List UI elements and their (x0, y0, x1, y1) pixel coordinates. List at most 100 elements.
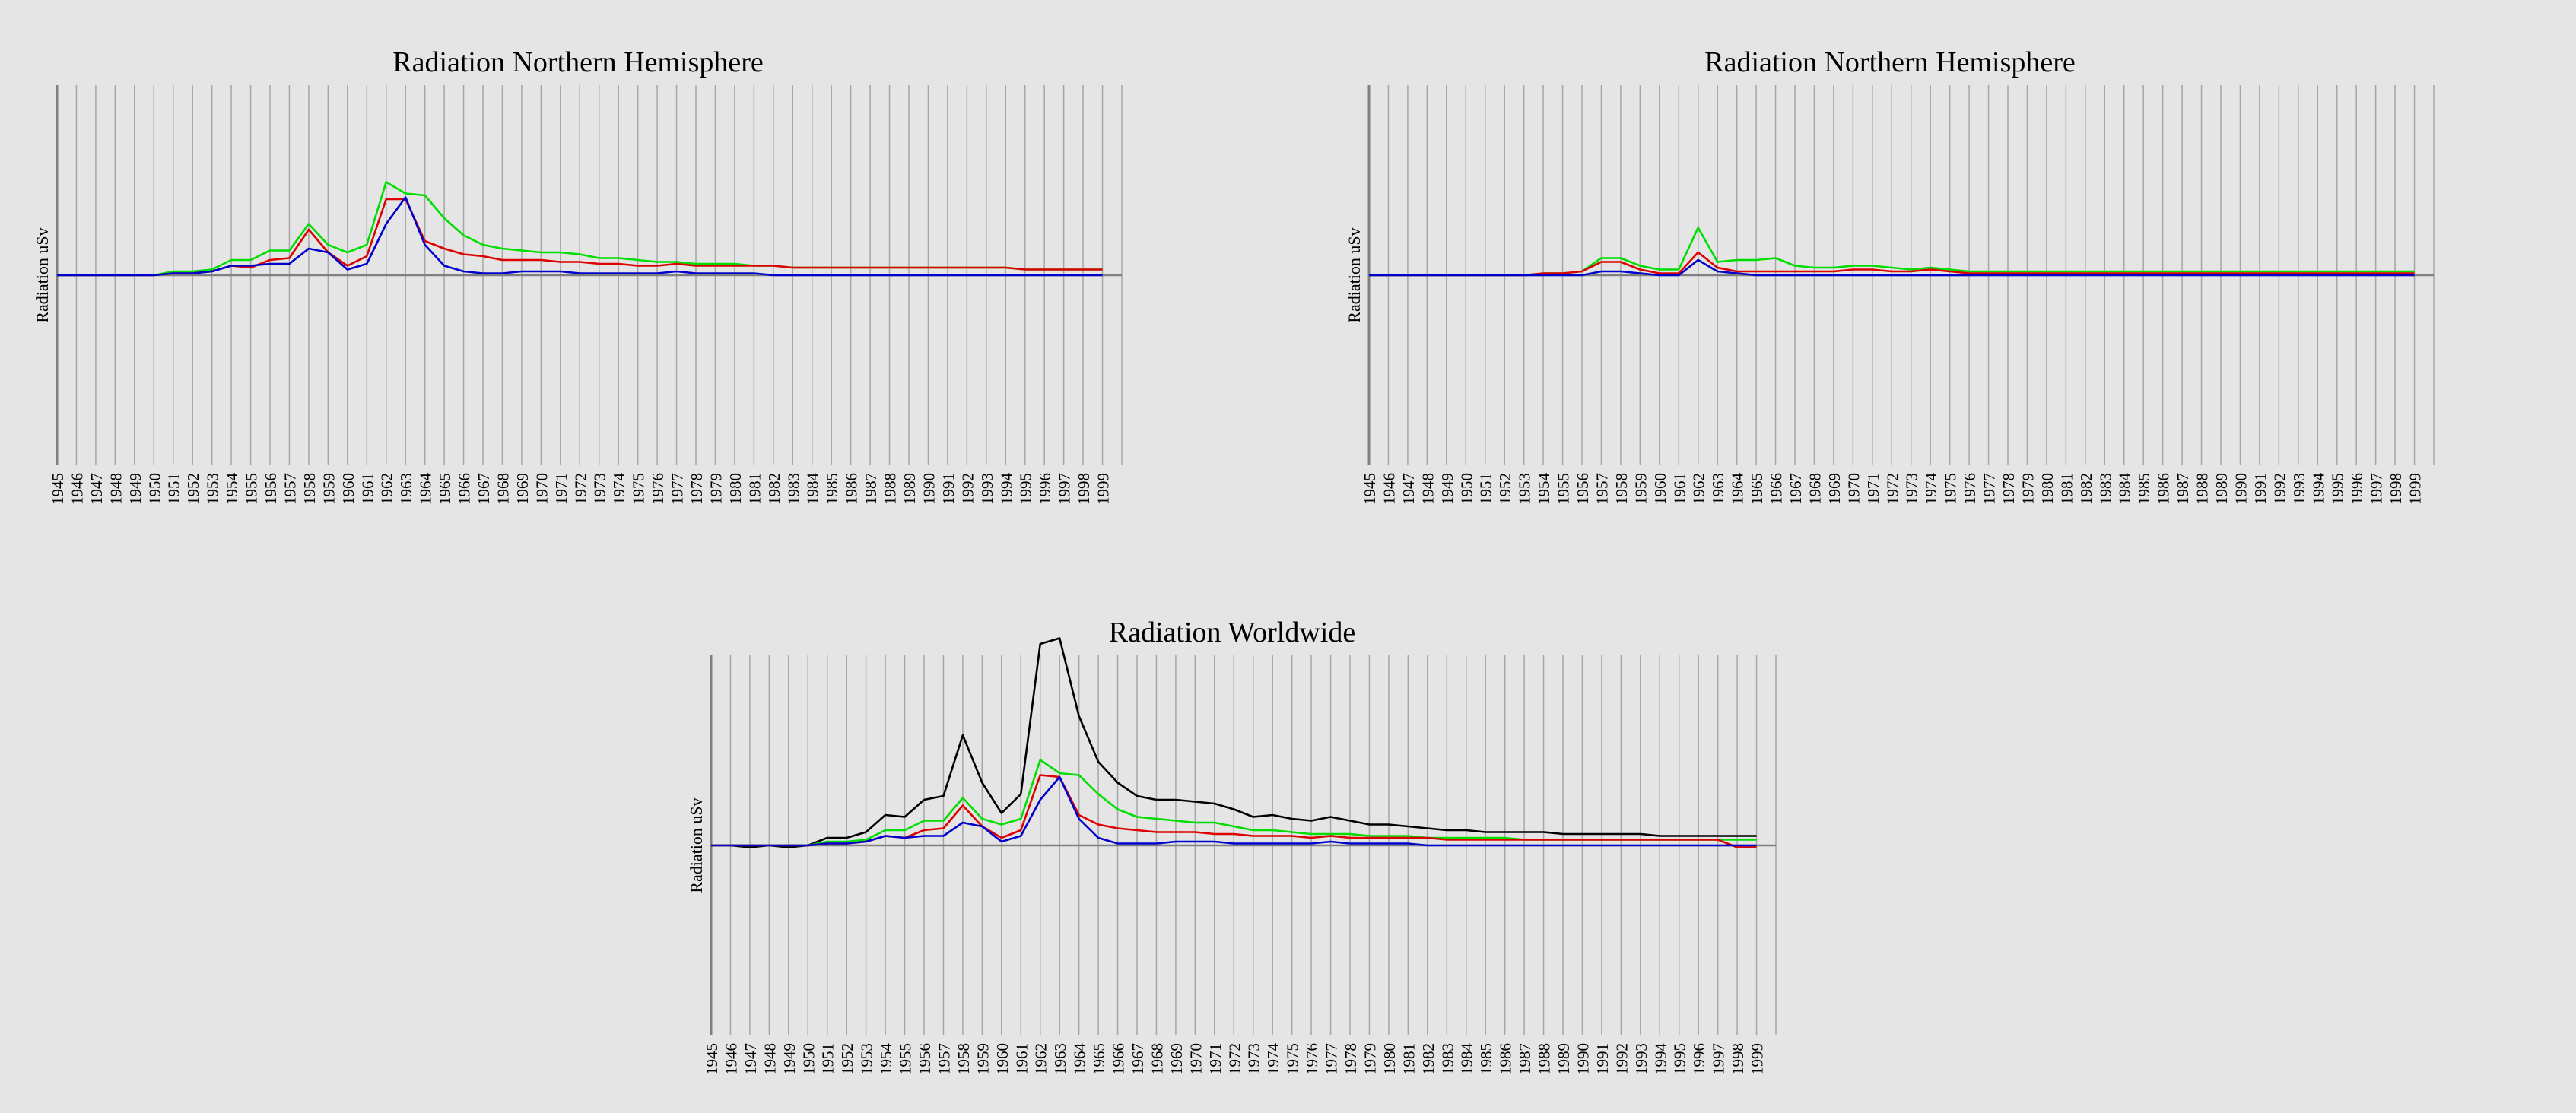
x-tick-label: 1946 (722, 1043, 740, 1075)
x-tick-label: 1964 (1729, 473, 1747, 506)
x-tick-label: 1976 (1961, 473, 1979, 505)
x-tick-label: 1953 (1516, 473, 1534, 505)
x-tick-label: 1997 (1710, 1043, 1728, 1075)
x-tick-label: 1998 (1729, 1043, 1747, 1075)
x-tick-label: 1992 (958, 473, 977, 505)
x-tick-label: 1998 (1075, 473, 1093, 505)
x-tick-label: 1971 (1864, 473, 1882, 505)
x-tick-label: 1961 (358, 473, 376, 505)
x-tick-label: 1995 (1017, 473, 1035, 505)
x-tick-label: 1968 (1148, 1043, 1166, 1075)
x-tick-label: 1959 (319, 473, 338, 505)
x-tick-label: 1996 (2348, 473, 2366, 505)
x-tick-label: 1981 (2057, 473, 2076, 505)
series-line-0 (711, 637, 1757, 848)
x-tick-label: 1977 (1980, 473, 1999, 505)
x-tick-label: 1946 (1380, 473, 1398, 505)
x-tick-label: 1974 (610, 473, 628, 506)
x-tick-label: 1990 (1574, 1043, 1592, 1075)
x-tick-label: 1959 (1631, 473, 1650, 505)
x-tick-label: 1974 (1922, 473, 1940, 506)
x-tick-label: 1950 (799, 1043, 818, 1075)
x-tick-label: 1979 (1361, 1043, 1379, 1075)
x-tick-label: 1989 (900, 473, 919, 505)
x-tick-label: 1969 (1167, 1043, 1186, 1075)
x-tick-label: 1986 (843, 473, 861, 505)
x-tick-label: 1947 (1399, 473, 1418, 505)
x-tick-label: 1980 (726, 473, 745, 505)
series-line-3 (711, 775, 1757, 847)
x-tick-label: 1997 (2368, 473, 2386, 505)
x-tick-label: 1973 (1903, 473, 1921, 505)
x-tick-label: 1995 (1671, 1043, 1689, 1075)
x-tick-label: 1992 (1612, 1043, 1631, 1075)
x-tick-label: 1980 (2038, 473, 2057, 505)
x-tick-label: 1975 (1284, 1043, 1302, 1075)
x-tick-label: 1987 (1516, 1043, 1534, 1075)
x-tick-label: 1960 (339, 473, 357, 505)
x-tick-label: 1969 (513, 473, 532, 505)
x-tick-label: 1999 (1749, 1043, 1767, 1075)
x-tick-label: 1970 (1844, 473, 1863, 505)
x-tick-label: 1994 (1651, 1043, 1669, 1076)
x-tick-label: 1976 (1303, 1043, 1321, 1075)
x-tick-label: 1962 (378, 473, 396, 505)
x-tick-label: 1961 (1670, 473, 1688, 505)
x-tick-label: 1977 (1323, 1043, 1341, 1075)
x-tick-label: 1956 (262, 473, 280, 505)
x-tick-label: 1993 (2290, 473, 2308, 505)
x-tick-label: 1972 (1883, 473, 1901, 505)
x-tick-label: 1984 (2116, 473, 2134, 506)
x-tick-label: 1978 (1999, 473, 2018, 505)
x-tick-label: 1959 (974, 1043, 992, 1075)
x-tick-label: 1969 (1825, 473, 1844, 505)
x-tick-label: 1957 (935, 1043, 953, 1075)
x-tick-label: 1976 (649, 473, 667, 505)
x-tick-label: 1956 (1574, 473, 1592, 505)
y-axis-label: Radiation uSv (687, 797, 706, 893)
y-axis-label: Radiation uSv (1345, 227, 1364, 322)
chart-panel-north-right: Radiation Northern Hemisphere Radiation … (1312, 46, 2468, 517)
x-tick-label: 1992 (2270, 473, 2289, 505)
x-tick-label: 1994 (997, 473, 1015, 506)
x-tick-label: 1960 (1651, 473, 1669, 505)
x-tick-label: 1962 (1032, 1043, 1050, 1075)
x-tick-label: 1967 (1129, 1043, 1147, 1075)
x-tick-label: 1981 (745, 473, 764, 505)
x-tick-label: 1967 (1787, 473, 1805, 505)
chart-title: Radiation Northern Hemisphere (1704, 46, 2076, 78)
x-tick-label: 1984 (804, 473, 822, 506)
x-tick-label: 1996 (1036, 473, 1054, 505)
series-line-2 (1369, 258, 2415, 277)
x-tick-label: 1967 (475, 473, 493, 505)
x-tick-label: 1945 (49, 473, 67, 505)
x-tick-label: 1994 (2309, 473, 2327, 506)
x-tick-label: 1948 (761, 1043, 779, 1075)
x-tick-label: 1981 (1399, 1043, 1418, 1075)
x-tick-label: 1983 (784, 473, 802, 505)
x-tick-label: 1993 (1632, 1043, 1650, 1075)
x-tick-label: 1947 (742, 1043, 760, 1075)
x-tick-label: 1990 (2231, 473, 2250, 505)
x-tick-label: 1991 (939, 473, 958, 505)
x-tick-label: 1945 (1361, 473, 1379, 505)
x-tick-label: 1958 (300, 473, 319, 505)
x-tick-label: 1951 (1477, 473, 1495, 505)
x-tick-label: 1950 (145, 473, 164, 505)
x-tick-label: 1966 (1110, 1043, 1128, 1075)
x-tick-label: 1986 (2155, 473, 2173, 505)
x-tick-label: 1975 (1942, 473, 1960, 505)
x-tick-label: 1978 (1342, 1043, 1360, 1075)
x-tick-label: 1974 (1264, 1043, 1282, 1076)
x-tick-label: 1968 (1806, 473, 1824, 505)
x-tick-label: 1953 (204, 473, 222, 505)
x-tick-label: 1965 (1748, 473, 1766, 505)
x-tick-label: 1954 (877, 1043, 895, 1076)
x-tick-label: 1955 (897, 1043, 915, 1075)
x-tick-label: 1986 (1497, 1043, 1515, 1075)
x-tick-label: 1985 (823, 473, 841, 505)
x-tick-label: 1968 (494, 473, 512, 505)
x-tick-label: 1973 (1245, 1043, 1263, 1075)
x-tick-label: 1950 (1457, 473, 1475, 505)
